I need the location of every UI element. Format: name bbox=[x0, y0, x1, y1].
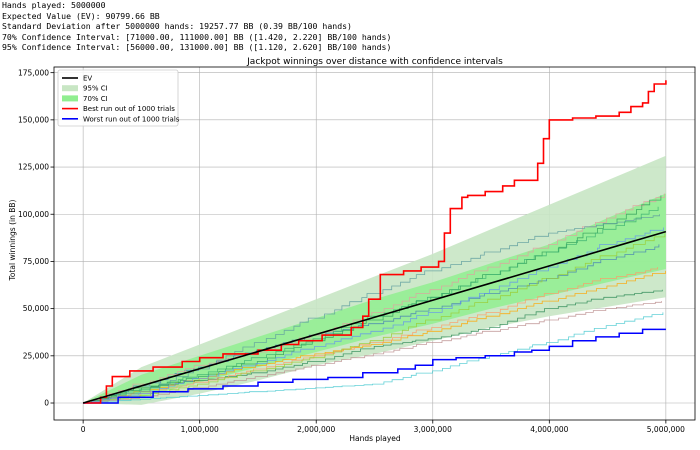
y-tick-label: 75,000 bbox=[23, 257, 49, 266]
stats-ci70: 70% Confidence Interval: [71000.00, 1110… bbox=[2, 31, 392, 42]
stats-ci95: 95% Confidence Interval: [56000.00, 1310… bbox=[2, 42, 392, 53]
y-axis-label: Total winnings (in BB) bbox=[8, 199, 17, 281]
best-run-line bbox=[83, 80, 667, 404]
stats-hands-played: Hands played: 5000000 bbox=[2, 0, 106, 10]
legend-worst-label: Worst run out of 1000 trials bbox=[83, 115, 180, 123]
trial-series-line bbox=[83, 233, 666, 404]
chart-title: Jackpot winnings over distance with conf… bbox=[246, 57, 503, 67]
ci70-band bbox=[83, 193, 666, 403]
y-tick-label: 150,000 bbox=[18, 115, 49, 124]
legend-best-label: Best run out of 1000 trials bbox=[83, 105, 175, 113]
legend-ci70-swatch bbox=[62, 95, 78, 102]
trial-series-line bbox=[83, 193, 665, 404]
y-tick-label: 0 bbox=[44, 399, 49, 408]
trial-series-line bbox=[83, 312, 664, 404]
x-tick-label: 1,000,000 bbox=[181, 425, 219, 434]
x-axis-label: Hands played bbox=[349, 434, 401, 443]
y-tick-label: 25,000 bbox=[23, 351, 49, 360]
plot-area: 0 1,000,000 2,000,000 3,000,000 4,000,000 5,0… bbox=[18, 66, 696, 434]
legend-ci70-label: 70% CI bbox=[83, 95, 108, 103]
trial-series-line bbox=[83, 214, 660, 404]
y-tick-label: 175,000 bbox=[18, 68, 49, 77]
y-tick-label: 125,000 bbox=[18, 163, 49, 172]
legend-ci95-swatch bbox=[62, 85, 78, 92]
x-tick-label: 3,000,000 bbox=[414, 425, 452, 434]
y-tick-label: 100,000 bbox=[18, 210, 49, 219]
stats-standard-deviation: Standard Deviation after 5000000 hands: … bbox=[2, 21, 352, 32]
stats-expected-value: Expected Value (EV): 90799.66 BB bbox=[2, 10, 160, 21]
legend-ci95-label: 95% CI bbox=[83, 85, 108, 93]
ev-line bbox=[82, 230, 667, 404]
x-tick-label: 5,000,000 bbox=[647, 425, 685, 434]
worst-run-line bbox=[83, 328, 666, 404]
trial-series-line bbox=[83, 270, 666, 404]
trial-series-line bbox=[83, 267, 658, 404]
x-tick-label: 2,000,000 bbox=[297, 425, 335, 434]
trial-series-line bbox=[83, 244, 660, 404]
trial-series-line bbox=[83, 289, 663, 404]
trial-series-line bbox=[83, 227, 664, 404]
legend-ev-label: EV bbox=[83, 75, 92, 83]
x-tick-label: 4,000,000 bbox=[530, 425, 568, 434]
legend-box bbox=[57, 69, 179, 127]
x-tick-label: 0 bbox=[81, 425, 86, 434]
ci95-band bbox=[83, 155, 666, 405]
y-tick-label: 50,000 bbox=[23, 304, 49, 313]
plot-frame bbox=[53, 66, 696, 421]
stats-text: Hands played: 5000000 Expected Value (EV… bbox=[2, 0, 391, 53]
